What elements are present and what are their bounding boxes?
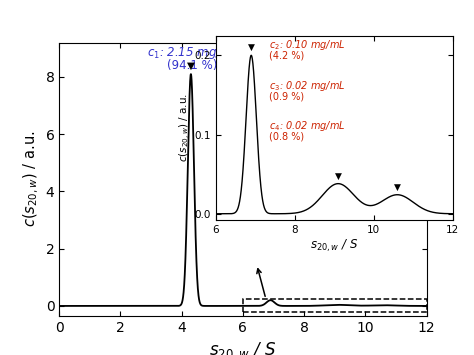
Text: (4.2 %): (4.2 %) bbox=[269, 50, 304, 61]
Text: (0.9 %): (0.9 %) bbox=[269, 92, 304, 102]
Text: $c_1$: 2.15 mg/mL: $c_1$: 2.15 mg/mL bbox=[146, 45, 238, 61]
Text: ▼: ▼ bbox=[248, 43, 255, 52]
Y-axis label: $c(s_{20,w})$ / a.u.: $c(s_{20,w})$ / a.u. bbox=[178, 93, 193, 162]
Text: ▼: ▼ bbox=[394, 182, 401, 192]
Text: $c_4$: 0.02 mg/mL: $c_4$: 0.02 mg/mL bbox=[269, 119, 346, 133]
X-axis label: $s_{20,w}$ / S: $s_{20,w}$ / S bbox=[310, 238, 358, 254]
Text: $c_3$: 0.02 mg/mL: $c_3$: 0.02 mg/mL bbox=[269, 79, 346, 93]
Text: $c_2$: 0.10 mg/mL: $c_2$: 0.10 mg/mL bbox=[269, 38, 346, 52]
Y-axis label: $c(s_{20,w})$ / a.u.: $c(s_{20,w})$ / a.u. bbox=[22, 131, 41, 228]
Bar bbox=[243, 299, 427, 312]
Text: ▼: ▼ bbox=[187, 61, 195, 71]
Text: ▼: ▼ bbox=[335, 171, 342, 180]
X-axis label: $s_{20,w}$ / S: $s_{20,w}$ / S bbox=[209, 340, 277, 355]
Text: (0.8 %): (0.8 %) bbox=[269, 131, 304, 141]
Text: (94.1 %): (94.1 %) bbox=[167, 59, 218, 72]
